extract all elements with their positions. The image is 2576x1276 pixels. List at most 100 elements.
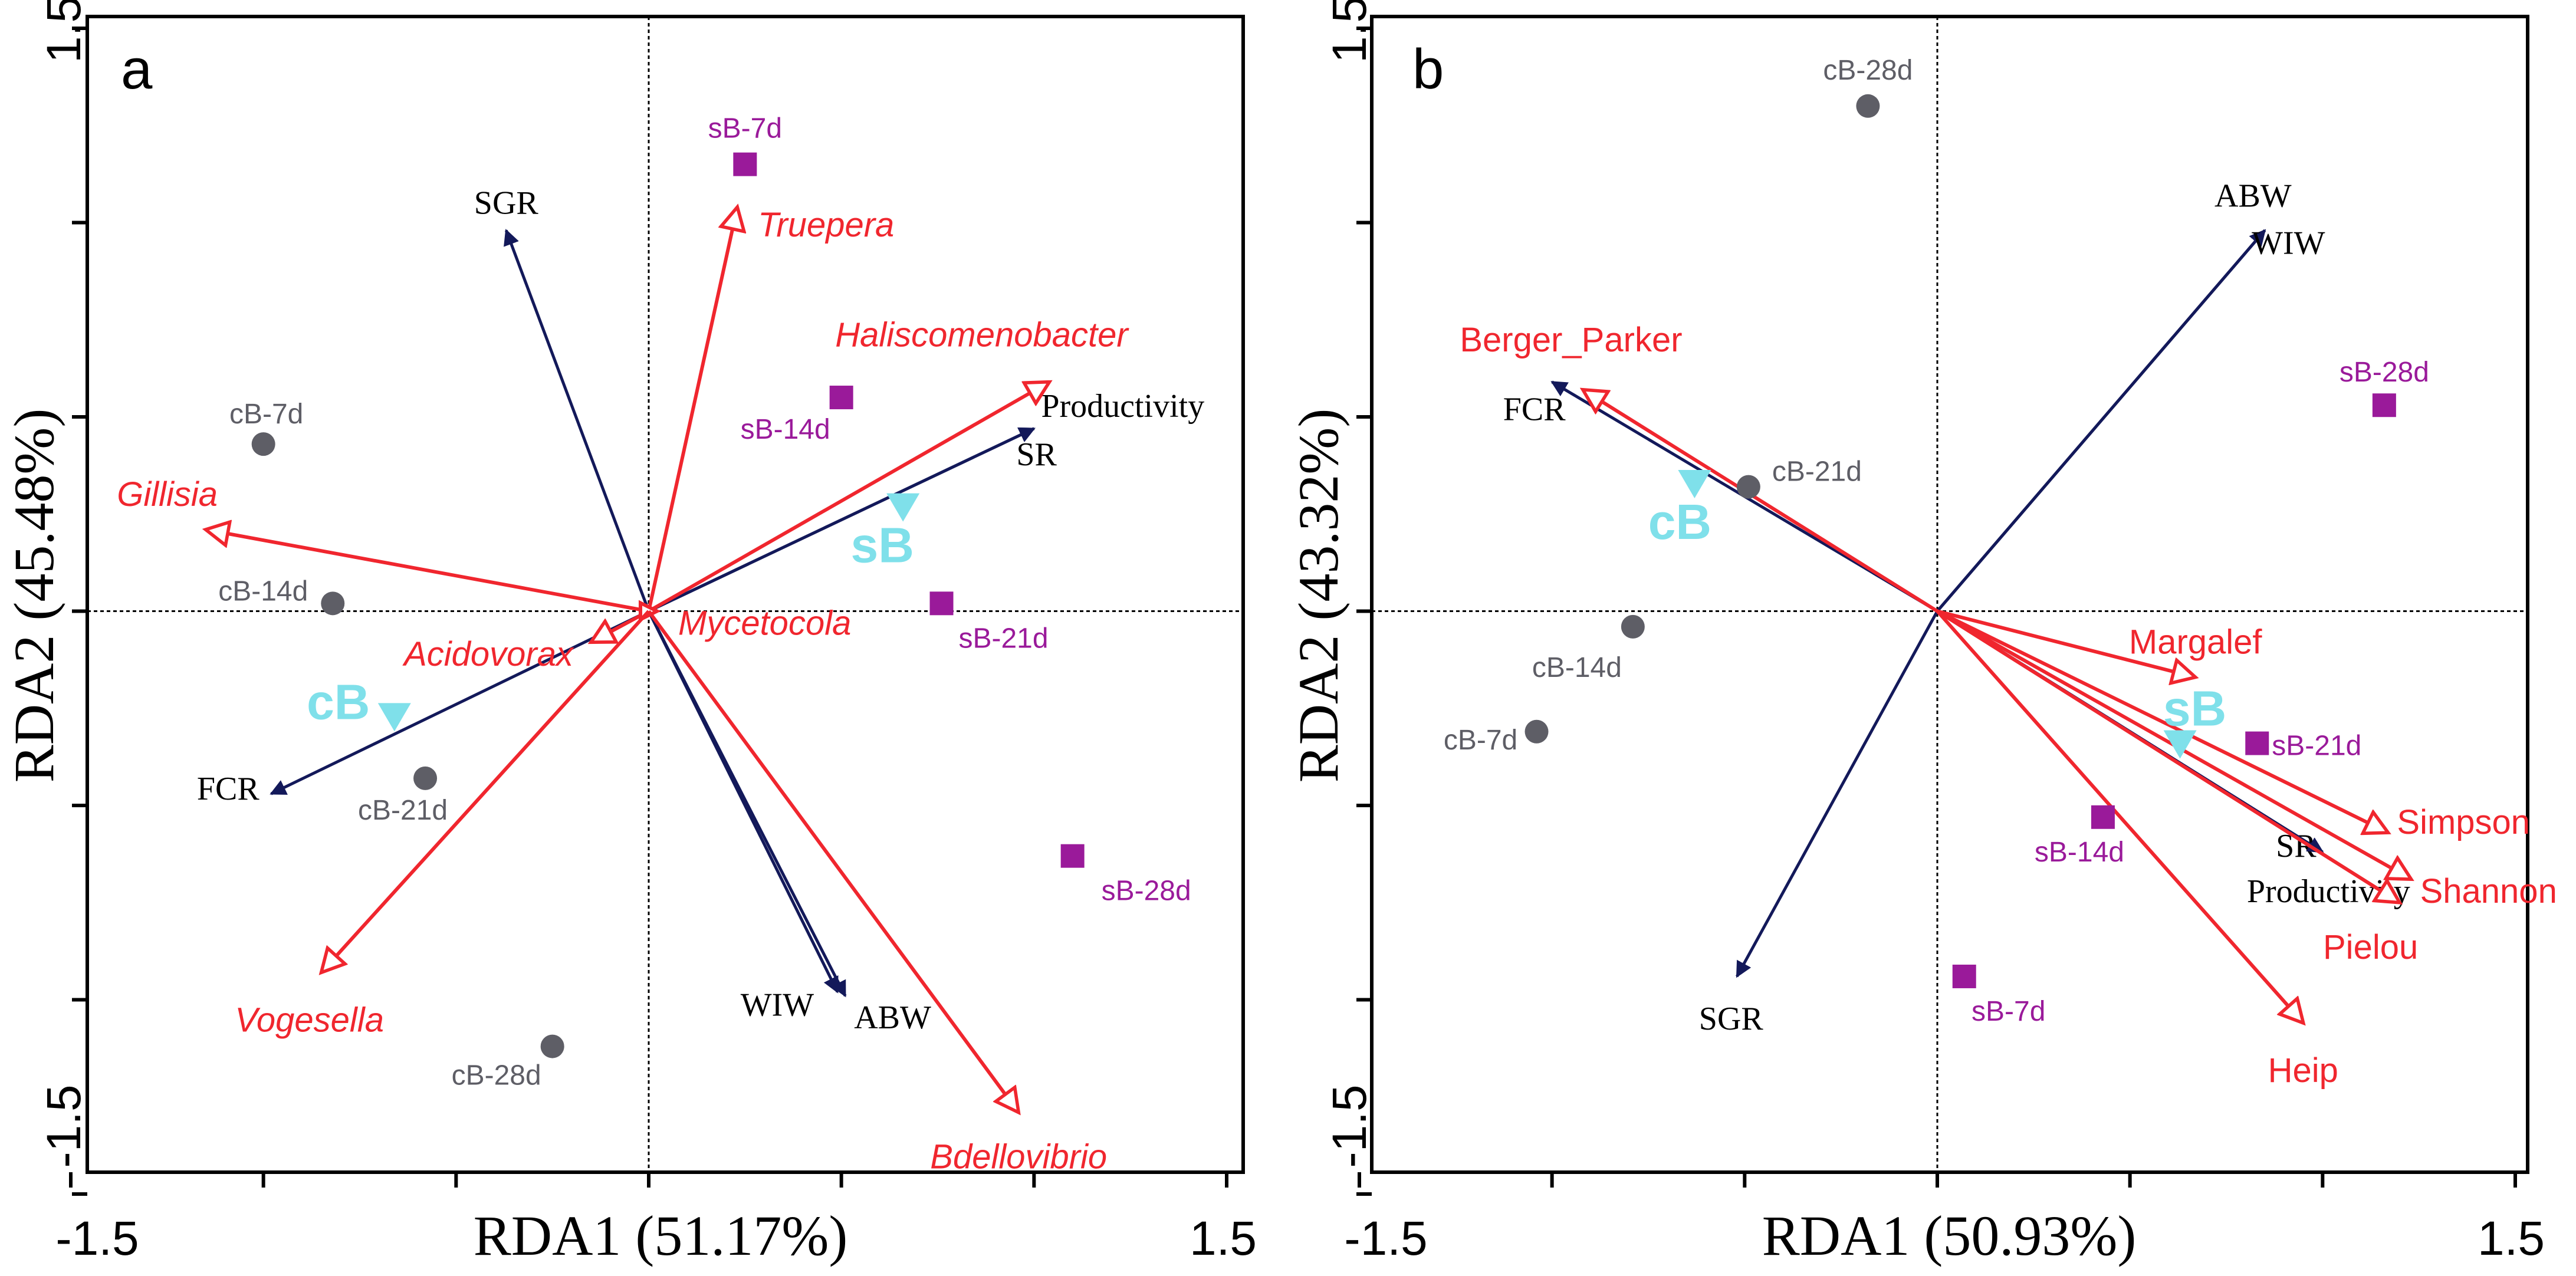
y-tick-label-max: 1.5 <box>1323 0 1376 63</box>
env-arrow-label: Productivity <box>1041 388 1204 425</box>
panel-b: -1.5 1.5 1.5 -1.5 RDA1 (50.93%) RDA2 (43… <box>1287 0 2557 1267</box>
species-arrow-vogesella: Vogesella <box>235 610 650 1039</box>
species-arrow-line <box>1936 610 2304 1024</box>
env-arrow-abw: ABW <box>647 610 931 1036</box>
reference-lines <box>87 17 1243 1172</box>
env-arrow-wiw: WIW <box>647 610 839 1023</box>
species-arrow-label: Haliscomenobacter <box>835 316 1129 354</box>
sample-marker-square <box>929 591 954 616</box>
species-arrow-line <box>1937 609 2196 678</box>
sample-marker-square <box>2372 393 2396 417</box>
species-arrow-line <box>648 382 1049 613</box>
sample-marker-circle <box>1621 614 1645 639</box>
species-arrow-label: Mycetocola <box>678 604 851 643</box>
env-arrow-line <box>1736 610 1939 978</box>
centroid-marker-triangle <box>377 703 411 732</box>
sample-label: cB-28d <box>452 1060 541 1091</box>
sample-marker-square <box>829 386 853 410</box>
x-tick-label-min: -1.5 <box>55 1212 139 1265</box>
x-tick-label-max: 1.5 <box>2478 1212 2545 1265</box>
species-arrow-label: Simpson <box>2397 803 2530 841</box>
species-arrow-gillisia: Gillisia <box>117 475 649 613</box>
species-arrow-line <box>321 610 650 973</box>
sample-label: sB-14d <box>2035 837 2124 868</box>
env-arrow-sgr: SGR <box>1699 610 1939 1037</box>
species-arrow-label: Vogesella <box>235 1001 384 1039</box>
species-arrow-heip: Heip <box>1936 610 2338 1090</box>
env-arrow-label: ABW <box>2214 178 2292 215</box>
species-arrow-line <box>647 610 1018 1113</box>
env-arrow-sgr: SGR <box>474 185 650 612</box>
sample-marker-circle <box>413 766 438 790</box>
sample-marker-circle <box>1524 719 1549 744</box>
env-arrow-line <box>270 610 650 795</box>
x-axis-title: RDA1 (51.17%) <box>474 1204 848 1267</box>
centroid-cb: cB <box>1648 470 1711 550</box>
species-arrow-label: Berger_Parker <box>1460 321 1682 359</box>
panel-a: -1.5 1.5 1.5 -1.5 RDA1 (51.17%) RDA2 (45… <box>2 0 1257 1267</box>
species-arrow-label: Heip <box>2268 1051 2338 1090</box>
centroid-label: cB <box>1648 494 1711 550</box>
centroid-marker-triangle <box>1678 470 1711 499</box>
sample-sb-21d: sB-21d <box>929 591 1049 654</box>
sample-sb-7d: sB-7d <box>708 113 782 176</box>
centroid-marker-triangle <box>886 493 920 522</box>
species-arrow-label: Pielou <box>2323 928 2418 966</box>
sample-label: sB-28d <box>2340 357 2429 388</box>
sample-cb-21d: cB-21d <box>1736 456 1862 499</box>
sample-marker-circle <box>1856 94 1880 118</box>
species-arrow-line <box>206 530 649 613</box>
sample-sb-7d: sB-7d <box>1952 964 2045 1027</box>
sample-sb-28d: sB-28d <box>1060 844 1191 907</box>
sample-label: cB-28d <box>1823 55 1913 86</box>
sample-marker-circle <box>251 432 275 456</box>
env-arrow-sr: SR <box>648 427 1057 613</box>
species-arrow-line <box>647 207 737 612</box>
env-arrow-label: WIW <box>741 986 814 1023</box>
species-arrow-label: Acidovorax <box>402 635 574 673</box>
sample-label: sB-28d <box>1102 876 1191 907</box>
species-arrow-line <box>1936 609 2388 833</box>
sample-cb-28d: cB-28d <box>1823 55 1913 118</box>
sample-sb-14d: sB-14d <box>2035 805 2124 868</box>
y-axis-title: RDA2 (43.32%) <box>1287 409 1350 783</box>
panel-letter: a <box>121 38 153 101</box>
species-arrow-label: Gillisia <box>117 475 218 514</box>
env-arrow-label: ABW <box>854 999 931 1036</box>
sample-label: cB-14d <box>218 575 308 607</box>
species-arrow-line <box>1583 390 1938 613</box>
panel-letter: b <box>1412 38 1444 101</box>
sample-cb-14d: cB-14d <box>218 575 345 616</box>
centroid-label: cB <box>307 674 370 729</box>
species-arrows: Truepera Haliscomenobacter Gillisia Acidovo… <box>117 206 1129 1176</box>
env-arrow-label: SGR <box>474 185 539 222</box>
env-arrow-wiw: WIW <box>1936 225 2325 613</box>
sample-label: sB-21d <box>2272 731 2361 762</box>
sample-marker-circle <box>540 1034 564 1058</box>
plot-frame <box>86 15 1245 1174</box>
env-arrows: SGR Productivity SR FCR WIW ABW <box>197 185 1204 1036</box>
env-arrow-line <box>648 427 1036 613</box>
species-arrow-bdellovibrio: Bdellovibrio <box>647 610 1107 1176</box>
y-tick-label-min: -1.5 <box>1323 1084 1376 1168</box>
species-arrow-label: Bdellovibrio <box>930 1138 1107 1176</box>
sample-marker-square <box>1952 964 1976 988</box>
sample-label: sB-21d <box>958 623 1048 654</box>
env-arrow-label: WIW <box>2252 225 2325 262</box>
species-arrow-label: Shannon <box>2420 872 2557 910</box>
env-arrow-label: FCR <box>1503 392 1566 428</box>
sample-cb-14d: cB-14d <box>1532 614 1645 683</box>
y-axis-title: RDA2 (45.48%) <box>2 409 65 783</box>
sample-points: cB-28d cB-21d cB-14d cB-7d sB-28d sB-21d sB-14… <box>1444 55 2429 1027</box>
species-arrow-label: Margalef <box>2129 623 2263 662</box>
y-tick-label-max: 1.5 <box>37 0 91 63</box>
sample-label: sB-14d <box>741 414 830 445</box>
species-arrow-simpson: Simpson <box>1936 609 2530 841</box>
species-arrow-margalef: Margalef <box>1937 609 2263 678</box>
sample-label: cB-21d <box>358 795 448 826</box>
env-arrow-line <box>504 229 650 612</box>
y-tick-label-min: -1.5 <box>37 1084 91 1168</box>
sample-marker-square <box>733 152 757 176</box>
